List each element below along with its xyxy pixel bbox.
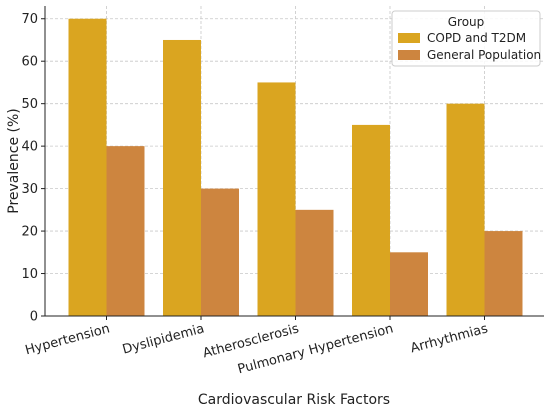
x-tick-label: Dyslipidemia bbox=[121, 321, 206, 357]
bar-general-population bbox=[484, 231, 523, 316]
y-tick-label: 30 bbox=[21, 182, 38, 197]
y-axis-label: Prevalence (%) bbox=[6, 108, 22, 214]
axes bbox=[44, 6, 544, 317]
y-ticks: 0 10 20 30 40 50 60 70 bbox=[21, 12, 45, 325]
x-tick-label: Arrhythmias bbox=[409, 321, 490, 356]
bar-copd-t2dm bbox=[68, 18, 107, 317]
y-tick-label: 0 bbox=[30, 310, 38, 325]
y-tick-label: 50 bbox=[21, 97, 38, 112]
bar-copd-t2dm bbox=[163, 39, 201, 317]
y-tick-label: 10 bbox=[21, 267, 38, 282]
legend-label-copd-t2dm: COPD and T2DM bbox=[427, 31, 526, 45]
bar-general-population bbox=[201, 188, 239, 316]
y-tick-label: 20 bbox=[21, 225, 38, 240]
y-tick-label: 70 bbox=[21, 12, 38, 27]
x-axis-label: Cardiovascular Risk Factors bbox=[198, 392, 390, 408]
legend-swatch-general-population bbox=[398, 50, 420, 60]
x-tick-label: Hypertension bbox=[24, 321, 112, 358]
y-tick-label: 40 bbox=[21, 140, 38, 155]
legend-swatch-copd-t2dm bbox=[398, 33, 420, 43]
bar-copd-t2dm bbox=[352, 124, 390, 316]
y-tick-label: 60 bbox=[21, 55, 38, 70]
bars bbox=[68, 18, 523, 317]
legend-label-general-population: General Population bbox=[427, 48, 541, 62]
bar-copd-t2dm bbox=[257, 82, 296, 316]
legend-title: Group bbox=[448, 15, 485, 29]
bar-general-population bbox=[295, 209, 334, 316]
x-tick-label: Pulmonary Hypertension bbox=[236, 321, 395, 377]
legend-box bbox=[391, 10, 541, 67]
bar-copd-t2dm bbox=[446, 103, 485, 316]
bar-general-population bbox=[106, 146, 145, 316]
legend: Group COPD and T2DM General Population bbox=[391, 10, 541, 67]
x-ticks: Hypertension DyslipidemiaAtherosclerosisP… bbox=[24, 316, 490, 377]
bar-general-population bbox=[390, 252, 428, 316]
